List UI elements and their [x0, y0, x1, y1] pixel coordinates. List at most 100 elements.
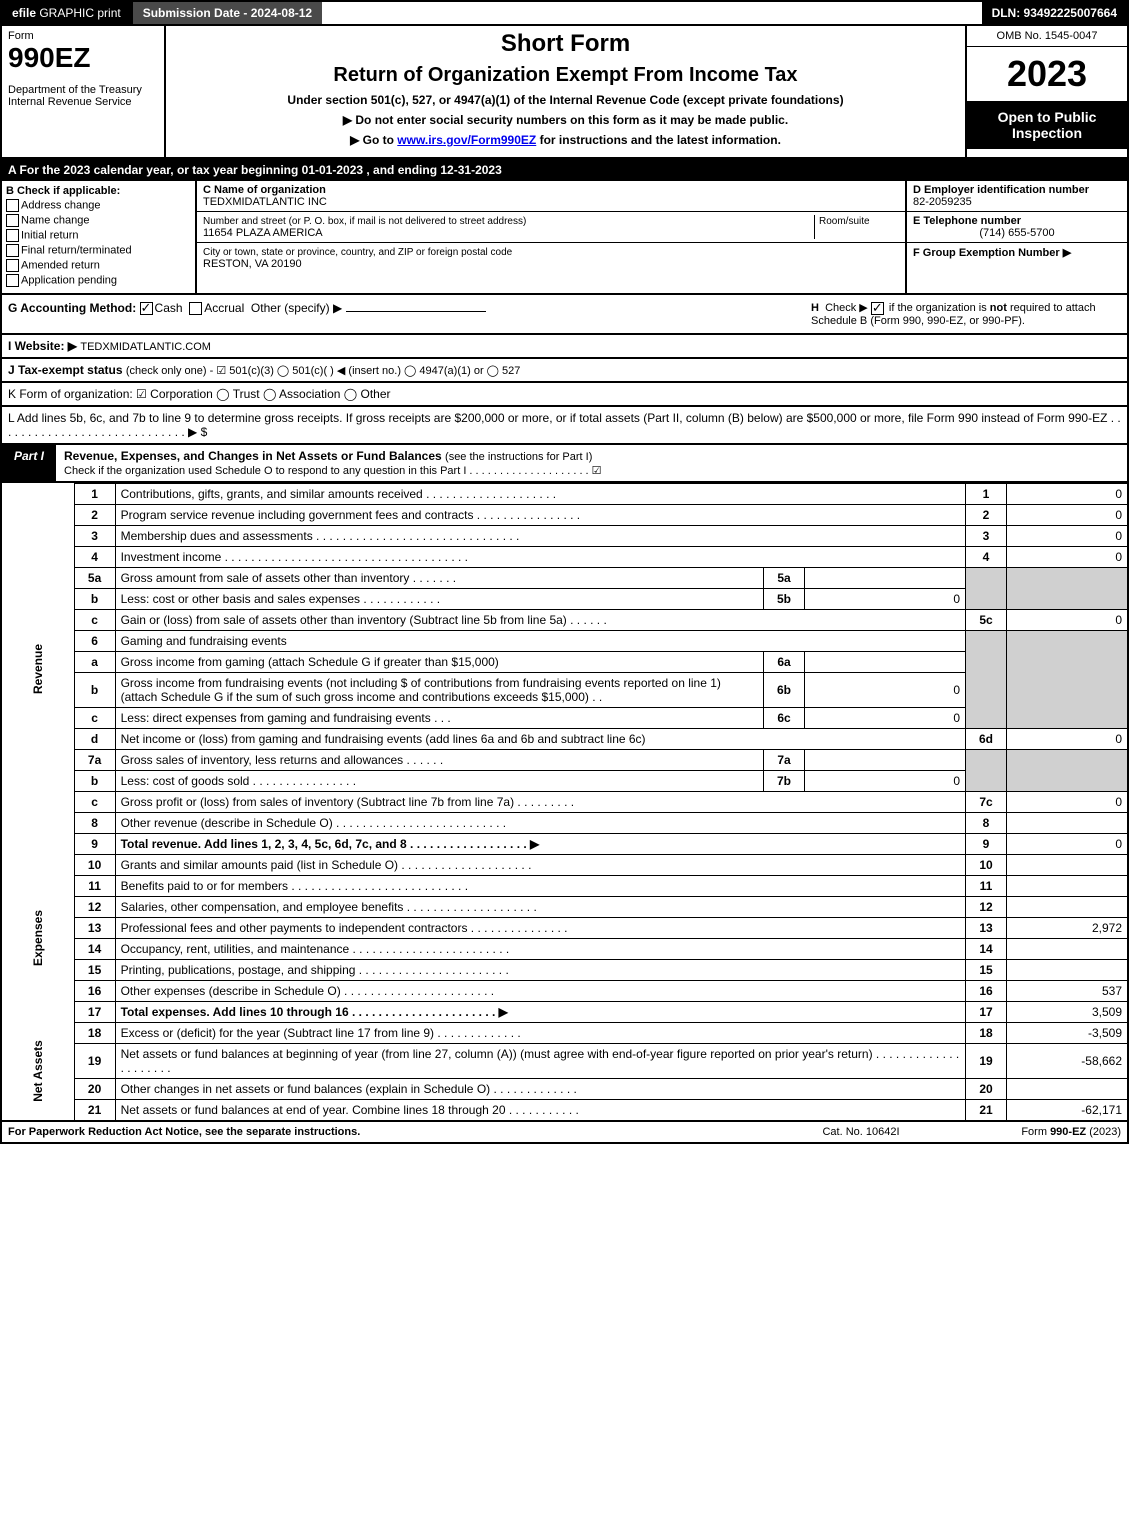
table-row: dNet income or (loss) from gaming and fu…	[1, 728, 1128, 749]
instr2-post: for instructions and the latest informat…	[536, 133, 781, 147]
col-b-label: B Check if applicable:	[6, 185, 191, 197]
header-center: Short Form Return of Organization Exempt…	[166, 26, 965, 157]
short-form-title: Short Form	[176, 30, 955, 58]
header-right: OMB No. 1545-0047 2023 Open to Public In…	[965, 26, 1127, 157]
col-d: D Employer identification number 82-2059…	[907, 181, 1127, 293]
dln: DLN: 93492225007664	[982, 2, 1127, 24]
efile-label: efile GRAPHIC print	[2, 2, 131, 24]
side-expenses: Expenses	[1, 854, 74, 1022]
table-row: 7aGross sales of inventory, less returns…	[1, 749, 1128, 770]
part1-table: Revenue 1 Contributions, gifts, grants, …	[0, 483, 1129, 1122]
footer-right: Form 990-EZ (2023)	[961, 1126, 1121, 1138]
table-row: 12Salaries, other compensation, and empl…	[1, 896, 1128, 917]
table-row: 17Total expenses. Add lines 10 through 1…	[1, 1001, 1128, 1022]
col-c: C Name of organization TEDXMIDATLANTIC I…	[197, 181, 907, 293]
header-left: Form 990EZ Department of the Treasury In…	[2, 26, 166, 157]
org-name: TEDXMIDATLANTIC INC	[203, 196, 327, 208]
side-revenue: Revenue	[1, 483, 74, 854]
efile-rest: GRAPHIC print	[36, 6, 121, 20]
instr-1: ▶ Do not enter social security numbers o…	[176, 113, 955, 127]
table-row: Expenses 10Grants and similar amounts pa…	[1, 854, 1128, 875]
return-title: Return of Organization Exempt From Incom…	[176, 64, 955, 87]
side-netassets: Net Assets	[1, 1022, 74, 1121]
j-label: J Tax-exempt status	[8, 363, 123, 377]
street-label: Number and street (or P. O. box, if mail…	[203, 216, 526, 227]
cb-accrual[interactable]	[189, 302, 202, 315]
table-row: 2Program service revenue including gover…	[1, 504, 1128, 525]
table-row: cGross profit or (loss) from sales of in…	[1, 791, 1128, 812]
grp-block: F Group Exemption Number ▶	[907, 243, 1127, 262]
footer: For Paperwork Reduction Act Notice, see …	[0, 1122, 1129, 1144]
g-label: G Accounting Method:	[8, 301, 136, 315]
row-h: H Check ▶ if the organization is not req…	[811, 301, 1121, 327]
table-row: 15Printing, publications, postage, and s…	[1, 959, 1128, 980]
form-label: Form	[8, 30, 158, 42]
row-j: J Tax-exempt status (check only one) - ☑…	[0, 359, 1129, 383]
table-row: 20Other changes in net assets or fund ba…	[1, 1078, 1128, 1099]
row-a: A For the 2023 calendar year, or tax yea…	[0, 159, 1129, 181]
grp-label: F Group Exemption Number ▶	[913, 247, 1071, 259]
table-row: bGross income from fundraising events (n…	[1, 672, 1128, 707]
col-b: B Check if applicable: Address change Na…	[2, 181, 197, 293]
part1-tab: Part I	[2, 445, 56, 481]
cb-final[interactable]: Final return/terminated	[6, 244, 191, 257]
org-name-label: C Name of organization	[203, 184, 326, 196]
table-row: 19Net assets or fund balances at beginni…	[1, 1043, 1128, 1078]
footer-left: For Paperwork Reduction Act Notice, see …	[8, 1126, 761, 1138]
department: Department of the Treasury Internal Reve…	[8, 84, 158, 108]
org-name-block: C Name of organization TEDXMIDATLANTIC I…	[197, 181, 905, 212]
row-i: I Website: ▶ TEDXMIDATLANTIC.COM	[0, 335, 1129, 359]
table-row: 6Gaming and fundraising events	[1, 630, 1128, 651]
inspection-notice: Open to Public Inspection	[967, 101, 1127, 149]
row-k: K Form of organization: ☑ Corporation ◯ …	[0, 383, 1129, 407]
j-rest: (check only one) - ☑ 501(c)(3) ◯ 501(c)(…	[126, 365, 521, 377]
table-row: 11Benefits paid to or for members . . . …	[1, 875, 1128, 896]
part1-header: Part I Revenue, Expenses, and Changes in…	[0, 445, 1129, 483]
table-row: 14Occupancy, rent, utilities, and mainte…	[1, 938, 1128, 959]
street-block: Number and street (or P. O. box, if mail…	[197, 212, 905, 243]
part1-title: Revenue, Expenses, and Changes in Net As…	[56, 445, 1127, 481]
row-gh: G Accounting Method: Cash Accrual Other …	[0, 295, 1129, 335]
cb-pending[interactable]: Application pending	[6, 274, 191, 287]
table-row: Revenue 1 Contributions, gifts, grants, …	[1, 483, 1128, 504]
header: Form 990EZ Department of the Treasury In…	[0, 26, 1129, 159]
table-row: 21Net assets or fund balances at end of …	[1, 1099, 1128, 1121]
ein: 82-2059235	[913, 196, 972, 208]
submission-date: Submission Date - 2024-08-12	[131, 2, 322, 24]
instr2-pre: ▶ Go to	[350, 133, 397, 147]
cb-h[interactable]	[871, 302, 884, 315]
table-row: Net Assets 18Excess or (deficit) for the…	[1, 1022, 1128, 1043]
row-l: L Add lines 5b, 6c, and 7b to line 9 to …	[0, 407, 1129, 445]
table-row: cGain or (loss) from sale of assets othe…	[1, 609, 1128, 630]
ein-block: D Employer identification number 82-2059…	[907, 181, 1127, 212]
table-row: bLess: cost of goods sold . . . . . . . …	[1, 770, 1128, 791]
table-row: 4Investment income . . . . . . . . . . .…	[1, 546, 1128, 567]
instr-2: ▶ Go to www.irs.gov/Form990EZ for instru…	[176, 133, 955, 147]
i-label: I Website: ▶	[8, 339, 77, 353]
ein-label: D Employer identification number	[913, 184, 1089, 196]
table-row: 9Total revenue. Add lines 1, 2, 3, 4, 5c…	[1, 833, 1128, 854]
cb-cash[interactable]	[140, 302, 153, 315]
table-row: aGross income from gaming (attach Schedu…	[1, 651, 1128, 672]
table-row: cLess: direct expenses from gaming and f…	[1, 707, 1128, 728]
table-row: 16Other expenses (describe in Schedule O…	[1, 980, 1128, 1001]
info-block: B Check if applicable: Address change Na…	[0, 181, 1129, 295]
top-bar: efile GRAPHIC print Submission Date - 20…	[0, 0, 1129, 26]
table-row: 5aGross amount from sale of assets other…	[1, 567, 1128, 588]
tel-label: E Telephone number	[913, 215, 1021, 227]
irs-link[interactable]: www.irs.gov/Form990EZ	[397, 133, 536, 147]
row-g: G Accounting Method: Cash Accrual Other …	[8, 301, 811, 327]
table-row: 3Membership dues and assessments . . . .…	[1, 525, 1128, 546]
cb-amended[interactable]: Amended return	[6, 259, 191, 272]
omb-number: OMB No. 1545-0047	[967, 26, 1127, 47]
city-label: City or town, state or province, country…	[203, 247, 512, 258]
table-row: 8Other revenue (describe in Schedule O) …	[1, 812, 1128, 833]
website: TEDXMIDATLANTIC.COM	[80, 341, 211, 353]
form-number: 990EZ	[8, 42, 158, 74]
cb-name[interactable]: Name change	[6, 214, 191, 227]
cb-address[interactable]: Address change	[6, 199, 191, 212]
cb-initial[interactable]: Initial return	[6, 229, 191, 242]
table-row: 13Professional fees and other payments t…	[1, 917, 1128, 938]
tax-year: 2023	[967, 47, 1127, 101]
tel-block: E Telephone number (714) 655-5700	[907, 212, 1127, 243]
